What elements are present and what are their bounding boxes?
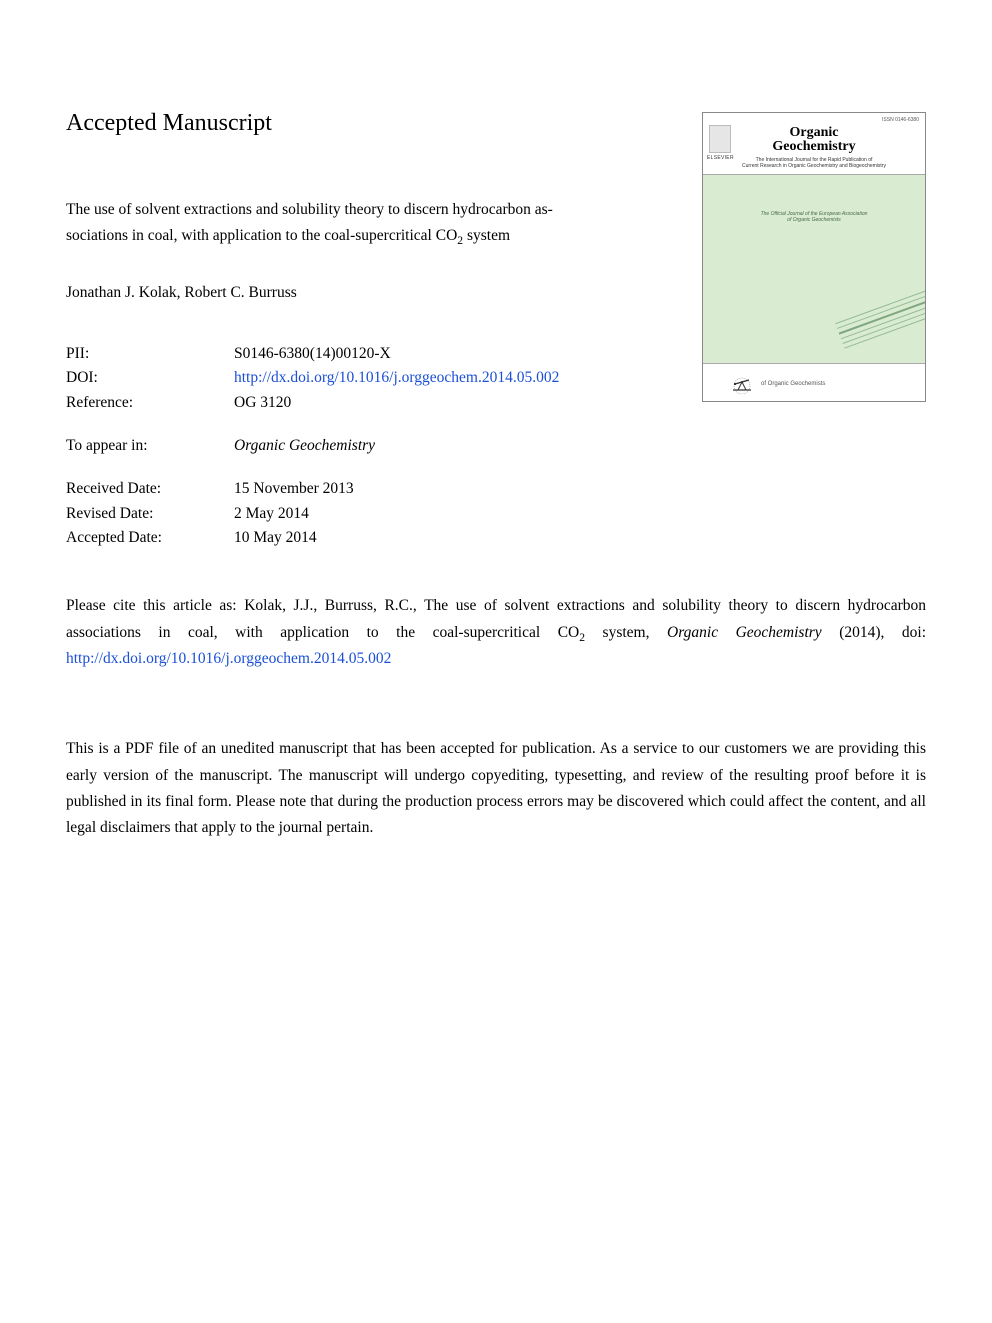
meta-label: PII: <box>66 342 234 367</box>
pumpjack-icon <box>729 372 755 394</box>
meta-label: DOI: <box>66 366 234 391</box>
meta-label: Revised Date: <box>66 502 234 527</box>
cover-mid-text: The Official Journal of the European Ass… <box>703 211 925 223</box>
cover-header: ISSN 0146-6380 ELSEVIER Organic Geochemi… <box>703 113 925 175</box>
cover-footer: of Organic Geochemists <box>703 363 925 402</box>
disclaimer-text: This is a PDF file of an unedited manusc… <box>66 736 926 841</box>
meta-label: To appear in: <box>66 434 234 459</box>
meta-value-pii: S0146-6380(14)00120-X <box>234 342 391 367</box>
meta-value-reference: OG 3120 <box>234 391 291 416</box>
cover-issn: ISSN 0146-6380 <box>882 117 919 123</box>
article-title: The use of solvent extractions and solub… <box>66 197 636 250</box>
meta-label: Reference: <box>66 391 234 416</box>
meta-row-doi: DOI: http://dx.doi.org/10.1016/j.orggeoc… <box>66 366 672 391</box>
meta-label: Received Date: <box>66 477 234 502</box>
meta-row-revised: Revised Date: 2 May 2014 <box>66 502 672 527</box>
article-authors: Jonathan J. Kolak, Robert C. Burruss <box>66 284 672 302</box>
title-line-2-post: system <box>463 227 510 244</box>
accepted-manuscript-heading: Accepted Manuscript <box>66 110 672 137</box>
elsevier-logo-icon <box>709 125 731 153</box>
journal-name: Organic Geochemistry The International J… <box>709 117 919 169</box>
left-column: Accepted Manuscript The use of solvent e… <box>66 110 702 551</box>
meta-row-reference: Reference: OG 3120 <box>66 391 672 416</box>
meta-row-received: Received Date: 15 November 2013 <box>66 477 672 502</box>
meta-label: Accepted Date: <box>66 526 234 551</box>
journal-subtitle-l2: Current Research in Organic Geochemistry… <box>742 163 886 169</box>
elsevier-label: ELSEVIER <box>707 155 734 161</box>
cover-body: The Official Journal of the European Ass… <box>703 175 925 363</box>
top-row: Accepted Manuscript The use of solvent e… <box>66 110 926 551</box>
journal-cover-thumbnail: ISSN 0146-6380 ELSEVIER Organic Geochemi… <box>702 112 926 402</box>
meta-value-revised: 2 May 2014 <box>234 502 309 527</box>
journal-name-line2: Geochemistry <box>709 139 919 155</box>
citation-doi-link[interactable]: http://dx.doi.org/10.1016/j.orggeochem.2… <box>66 650 391 667</box>
citation-block: Please cite this article as: Kolak, J.J.… <box>66 593 926 672</box>
citation-year: (2014), doi: <box>822 624 926 641</box>
meta-value-accepted: 10 May 2014 <box>234 526 317 551</box>
meta-value-journal: Organic Geochemistry <box>234 434 375 459</box>
title-line-2-pre: sociations in coal, with application to … <box>66 227 457 244</box>
metadata-table: PII: S0146-6380(14)00120-X DOI: http://d… <box>66 342 672 552</box>
meta-row-pii: PII: S0146-6380(14)00120-X <box>66 342 672 367</box>
journal-subtitle: The International Journal for the Rapid … <box>709 157 919 169</box>
citation-mid: system, <box>585 624 667 641</box>
title-line-1: The use of solvent extractions and solub… <box>66 201 553 218</box>
cover-footer-text: of Organic Geochemists <box>761 381 825 387</box>
cover-mid-l2: of Organic Geochemists <box>787 217 841 223</box>
doi-link[interactable]: http://dx.doi.org/10.1016/j.orggeochem.2… <box>234 369 559 386</box>
meta-value-doi: http://dx.doi.org/10.1016/j.orggeochem.2… <box>234 366 559 391</box>
meta-row-accepted: Accepted Date: 10 May 2014 <box>66 526 672 551</box>
meta-row-to-appear: To appear in: Organic Geochemistry <box>66 434 672 459</box>
citation-journal-italic: Organic Geochemistry <box>667 624 822 641</box>
meta-value-received: 15 November 2013 <box>234 477 354 502</box>
